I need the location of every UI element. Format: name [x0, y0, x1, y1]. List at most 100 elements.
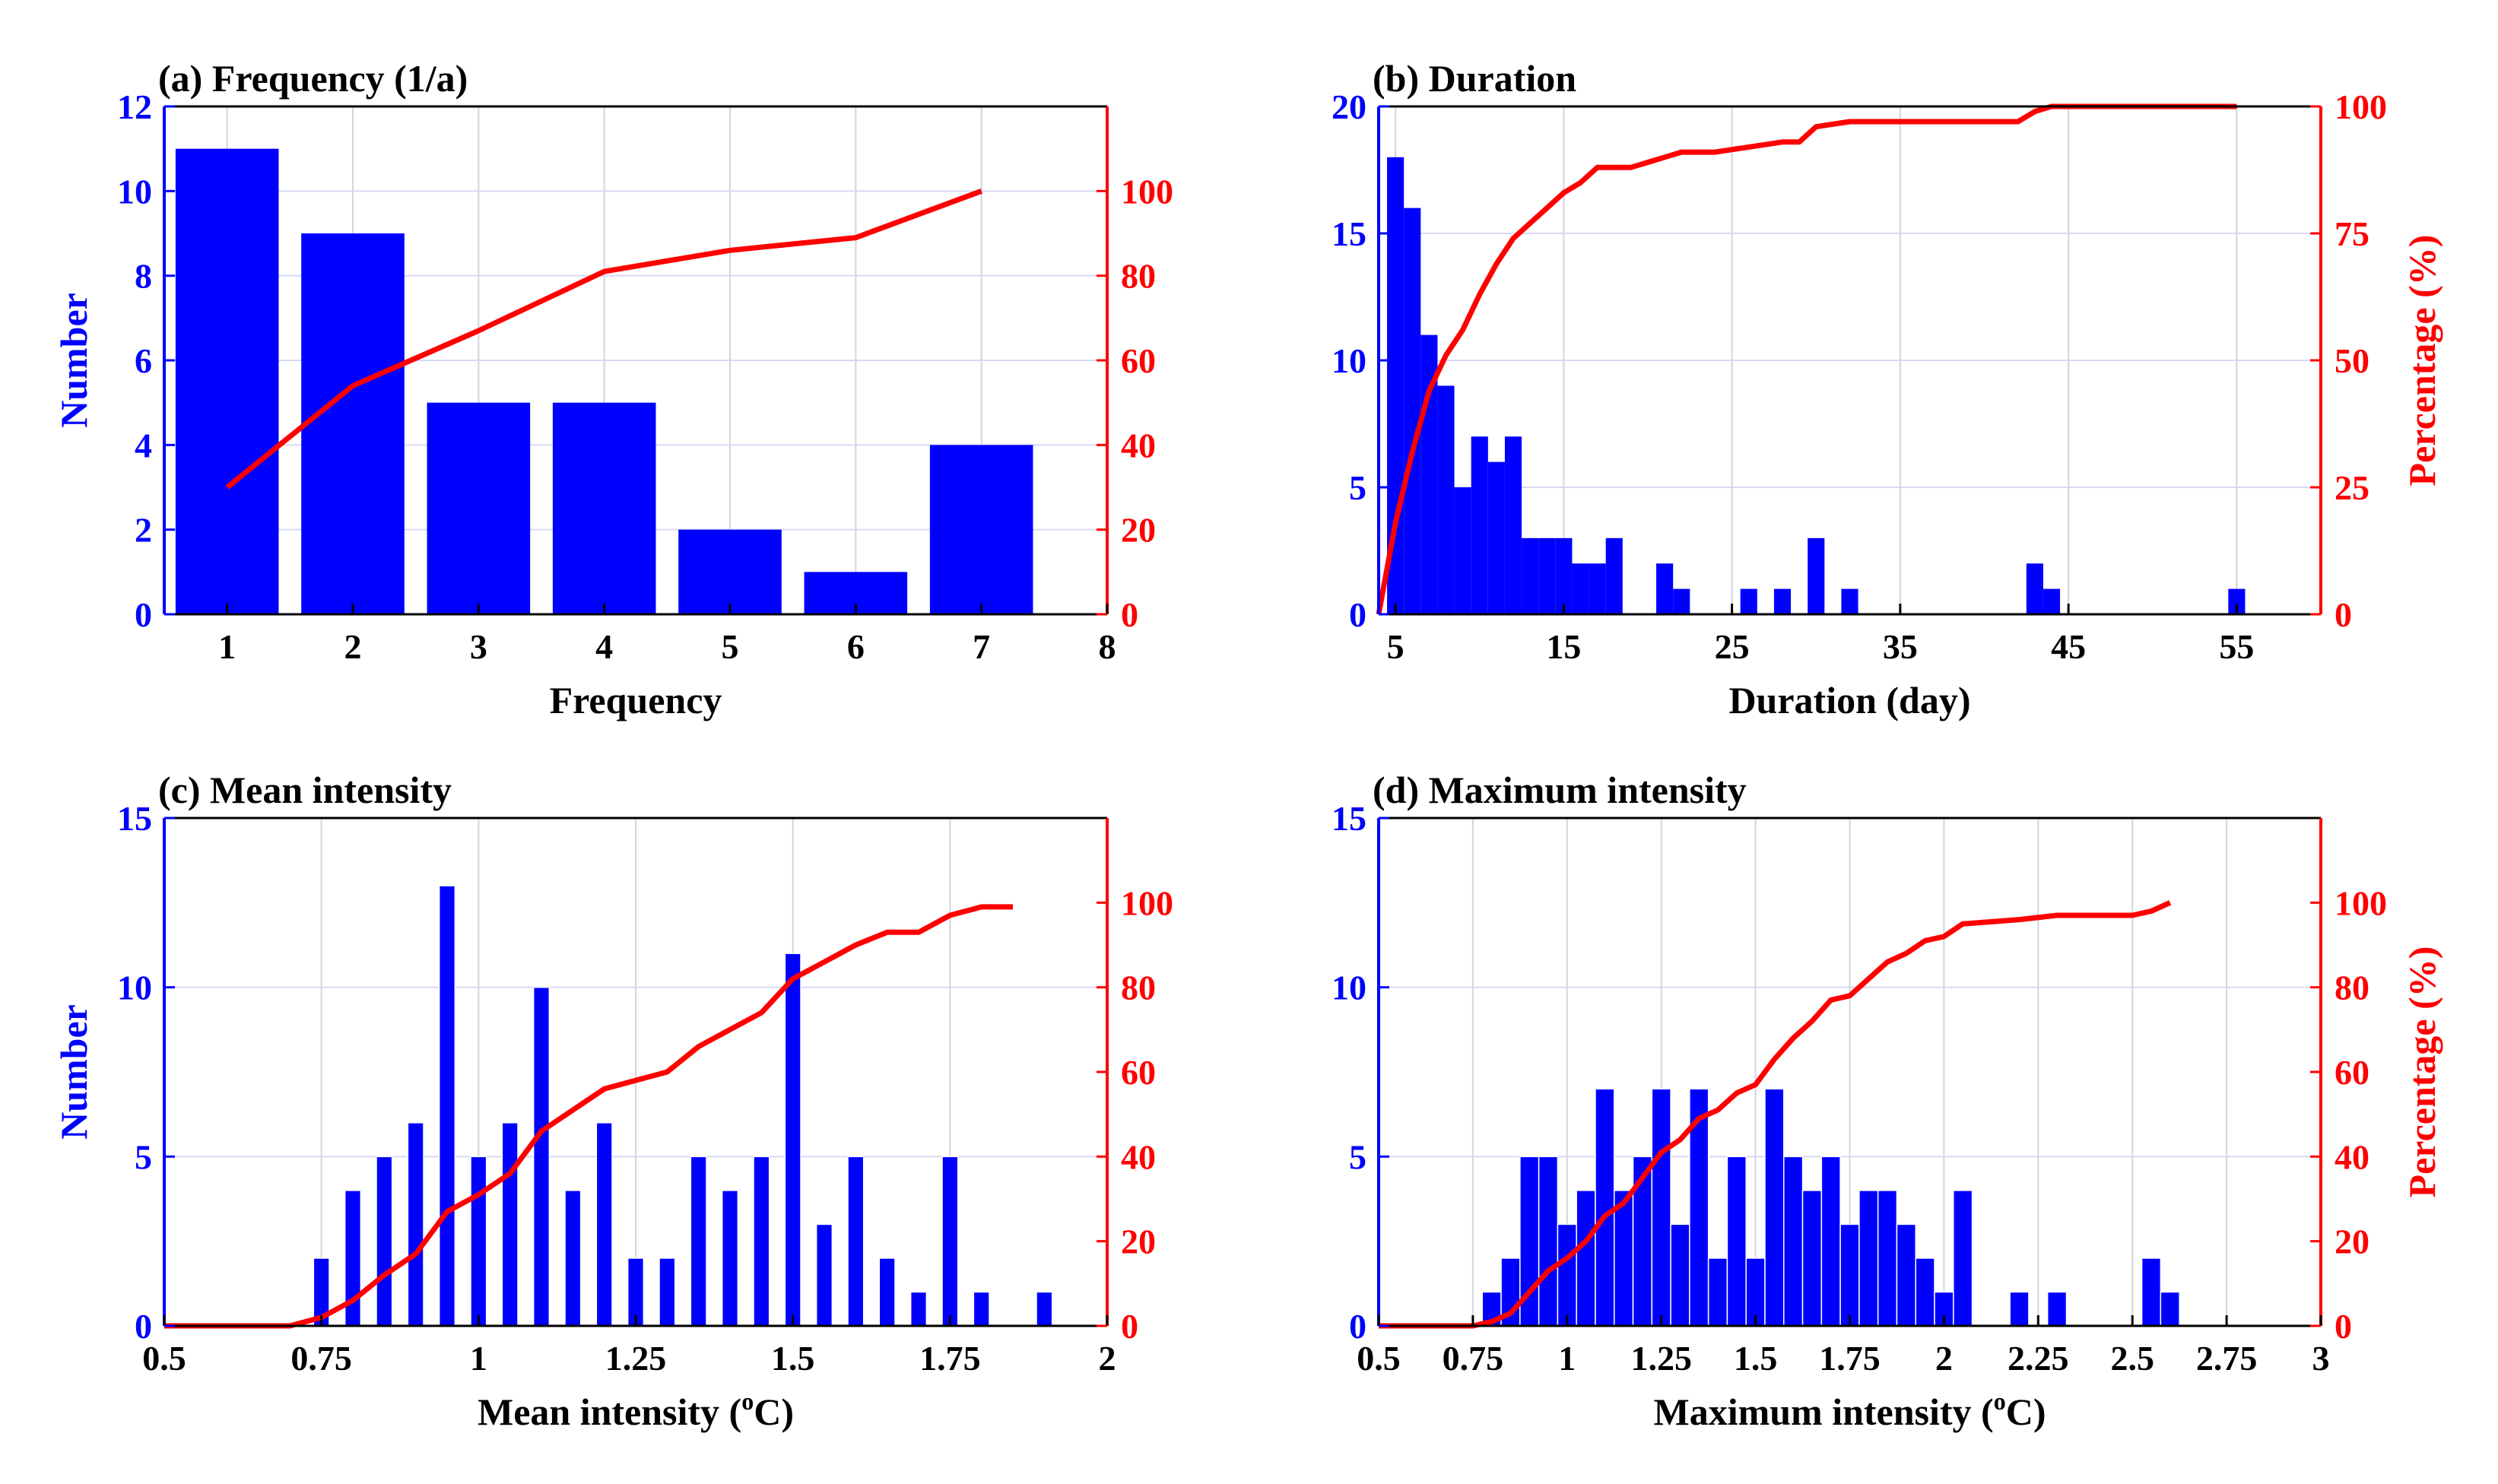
- panel-title: (a) Frequency (1/a): [158, 57, 468, 100]
- histogram-bar: [376, 1156, 393, 1327]
- histogram-bar: [595, 1122, 613, 1327]
- x-axis-label: Mean intensity (oC): [478, 1387, 794, 1433]
- y-tick-label: 5: [135, 1137, 152, 1176]
- x-axis-label: Frequency: [550, 679, 722, 721]
- y2-tick-label: 60: [1121, 341, 1156, 380]
- y2-tick-label: 40: [1121, 426, 1156, 465]
- histogram-bar: [1557, 1223, 1577, 1327]
- histogram-bar: [1801, 1190, 1823, 1327]
- histogram-bar: [909, 1291, 928, 1327]
- histogram-bar: [1656, 563, 1674, 614]
- y-tick-label: 15: [117, 799, 152, 838]
- panel-3: 0.5 0.75 1 1.25 1.5 1.75 2051015020406080100(c…: [52, 769, 1173, 1378]
- histogram-bar: [175, 148, 279, 614]
- histogram-bar: [1726, 1156, 1747, 1327]
- histogram-bar: [427, 402, 531, 614]
- y2-tick-label: 20: [2335, 1222, 2369, 1261]
- y-tick-label: 4: [135, 426, 152, 465]
- histogram-bar: [929, 445, 1033, 614]
- x-tick-label: 4: [595, 627, 613, 666]
- y-tick-label: 12: [117, 87, 152, 126]
- x-tick-label: 1: [218, 627, 236, 666]
- histogram-bar: [1783, 1156, 1804, 1327]
- histogram-bar: [678, 529, 782, 614]
- histogram-bar: [1773, 588, 1792, 614]
- x-tick-label: 1: [470, 1339, 487, 1378]
- y2-tick-label: 0: [2335, 595, 2352, 634]
- histogram-bar: [941, 1156, 959, 1327]
- histogram-bar: [1538, 1156, 1559, 1327]
- histogram-bar: [1673, 588, 1690, 614]
- x-tick-label: 2.25: [2008, 1339, 2069, 1378]
- y2-tick-label: 40: [1121, 1137, 1156, 1176]
- x-tick-label: 35: [1883, 627, 1918, 666]
- y2-tick-label: 75: [2335, 214, 2369, 253]
- x-tick-label: 45: [2051, 627, 2086, 666]
- y-tick-label: 20: [1332, 87, 1366, 126]
- x-tick-label: 3: [2312, 1339, 2330, 1378]
- y2-tick-label: 60: [2335, 1053, 2369, 1092]
- x-tick-label: 7: [973, 627, 990, 666]
- histogram-bar: [532, 986, 551, 1327]
- histogram-bar: [1651, 1088, 1671, 1327]
- y-tick-label: 2: [135, 511, 152, 550]
- histogram-bar: [552, 402, 656, 614]
- histogram-bar: [301, 233, 405, 614]
- histogram-bar: [2160, 1291, 2180, 1327]
- histogram-bar: [1504, 436, 1522, 614]
- panel-title: (c) Mean intensity: [158, 769, 452, 811]
- histogram-bar: [564, 1190, 582, 1327]
- histogram-bar: [1841, 588, 1858, 614]
- y-tick-label: 0: [135, 595, 152, 634]
- x-tick-label: 2.5: [2110, 1339, 2154, 1378]
- histogram-bar: [1404, 208, 1421, 615]
- y2-tick-label: 100: [2335, 87, 2387, 126]
- y-tick-label: 10: [117, 172, 152, 211]
- histogram-bar: [1808, 537, 1825, 614]
- x-tick-label: 0.5: [1357, 1339, 1401, 1378]
- y-tick-label: 10: [117, 969, 152, 1007]
- y-tick-label: 8: [135, 257, 152, 296]
- y2-tick-label: 80: [1121, 969, 1156, 1007]
- y-tick-label: 5: [1349, 468, 1366, 507]
- y2-tick-label: 80: [1121, 257, 1156, 296]
- y-tick-label: 10: [1332, 341, 1366, 380]
- histogram-bar: [1576, 1190, 1596, 1327]
- y2-tick-label: 0: [1121, 1307, 1138, 1346]
- x-tick-label: 25: [1715, 627, 1750, 666]
- y-tick-label: 15: [1332, 214, 1366, 253]
- histogram-bar: [1572, 563, 1589, 614]
- panel-title: (d) Maximum intensity: [1373, 769, 1747, 811]
- histogram-bar: [470, 1156, 487, 1327]
- x-tick-label: 2: [1099, 1339, 1116, 1378]
- histogram-bar: [1522, 537, 1539, 614]
- x-tick-label: 0.75: [290, 1339, 352, 1378]
- cumulative-percentage-line: [1376, 103, 2237, 615]
- x-tick-label: 1.5: [1734, 1339, 1778, 1378]
- y2-tick-label: 20: [1121, 1222, 1156, 1261]
- histogram-bar: [2043, 588, 2061, 614]
- histogram-bar: [1555, 537, 1573, 614]
- y-tick-label: 15: [1332, 799, 1366, 838]
- histogram-bar: [1487, 461, 1505, 614]
- cumulative-percentage-line: [225, 189, 982, 490]
- y-axis-label: Number: [52, 293, 95, 428]
- x-tick-label: 2.75: [2196, 1339, 2258, 1378]
- histogram-bar: [2026, 563, 2043, 614]
- histogram-bar: [1036, 1291, 1053, 1327]
- histogram-bar: [1707, 1257, 1728, 1327]
- histogram-bar: [847, 1156, 865, 1327]
- histogram-bar: [1858, 1190, 1879, 1327]
- x-tick-label: 6: [847, 627, 865, 666]
- cumulative-percentage-line: [1379, 900, 2172, 1329]
- histogram-bar: [501, 1122, 519, 1327]
- x-tick-label: 1.5: [771, 1339, 815, 1378]
- histogram-bar: [2141, 1257, 2162, 1327]
- x-tick-label: 1.75: [919, 1339, 981, 1378]
- histogram-bar: [1595, 1088, 1615, 1327]
- histogram-bar: [721, 1190, 739, 1327]
- y-axis-label: Number: [52, 1004, 95, 1140]
- histogram-bar: [1764, 1088, 1785, 1327]
